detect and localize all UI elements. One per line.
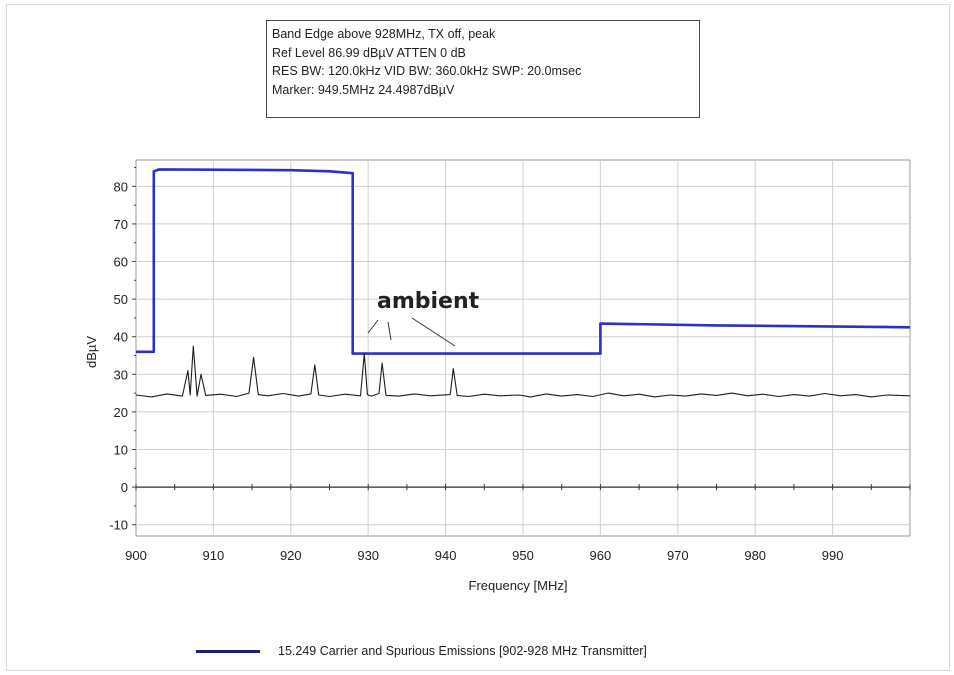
y-axis-label: dBµV <box>84 336 99 368</box>
legend-swatch <box>196 649 260 653</box>
x-tick-label: 960 <box>590 548 612 563</box>
annotation-pointer <box>411 317 456 347</box>
info-line-marker: Marker: 949.5MHz 24.4987dBµV <box>272 82 455 97</box>
y-tick-label: 50 <box>114 292 128 307</box>
marker-info-box: Band Edge above 928MHz, TX off, peak Ref… <box>266 20 700 118</box>
annotation-pointer <box>367 319 379 334</box>
info-line-ref-level: Ref Level 86.99 dBµV ATTEN 0 dB <box>272 45 466 60</box>
x-tick-label: 900 <box>125 548 147 563</box>
y-tick-label: 60 <box>114 255 128 270</box>
legend: 15.249 Carrier and Spurious Emissions [9… <box>196 641 647 661</box>
y-tick-label: 0 <box>121 480 128 495</box>
x-tick-label: 920 <box>280 548 302 563</box>
y-tick-label: 10 <box>114 443 128 458</box>
measured-series-line <box>135 345 911 398</box>
y-tick-label: -10 <box>109 518 128 533</box>
info-line-bandwidth: RES BW: 120.0kHz VID BW: 360.0kHz SWP: 2… <box>272 64 582 79</box>
info-line-title: Band Edge above 928MHz, TX off, peak <box>272 27 496 41</box>
x-tick-label: 970 <box>667 548 689 563</box>
x-tick-label: 910 <box>203 548 225 563</box>
ambient-annotation: ambient <box>377 289 480 314</box>
y-tick-label: 20 <box>114 405 128 420</box>
x-tick-label: 950 <box>512 548 534 563</box>
x-tick-label: 940 <box>435 548 457 563</box>
y-tick-label: 40 <box>114 330 128 345</box>
x-axis-label: Frequency [MHz] <box>469 578 568 593</box>
x-tick-label: 980 <box>744 548 766 563</box>
legend-label: 15.249 Carrier and Spurious Emissions [9… <box>278 644 647 658</box>
x-tick-label: 930 <box>357 548 379 563</box>
y-tick-label: 70 <box>114 217 128 232</box>
y-tick-label: 80 <box>114 179 128 194</box>
annotation-pointer <box>387 321 392 341</box>
x-tick-label: 990 <box>822 548 844 563</box>
limit-series-line <box>136 168 911 355</box>
y-tick-label: 30 <box>114 367 128 382</box>
